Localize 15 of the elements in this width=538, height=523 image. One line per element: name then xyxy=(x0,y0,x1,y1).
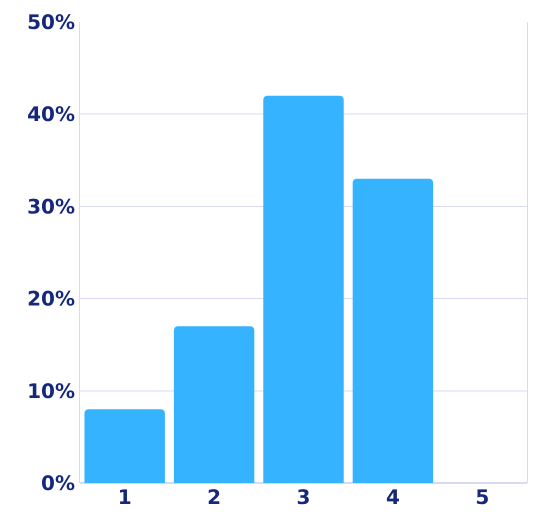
x-tick-label: 4 xyxy=(386,485,400,509)
x-tick-label: 2 xyxy=(207,485,222,509)
bar xyxy=(352,178,434,483)
y-tick-label: 30% xyxy=(27,194,75,218)
x-tick-label: 5 xyxy=(475,485,490,509)
bar xyxy=(174,326,254,483)
y-tick-label: 20% xyxy=(27,286,75,311)
x-tick-label: 1 xyxy=(118,485,132,509)
y-tick-label: 40% xyxy=(27,102,75,126)
y-tick-label: 10% xyxy=(27,378,75,403)
y-tick-label: 50% xyxy=(27,10,75,34)
x-tick-label: 3 xyxy=(296,485,310,509)
y-tick-label: 0% xyxy=(41,471,75,495)
bar xyxy=(84,409,165,483)
bar xyxy=(263,96,344,483)
